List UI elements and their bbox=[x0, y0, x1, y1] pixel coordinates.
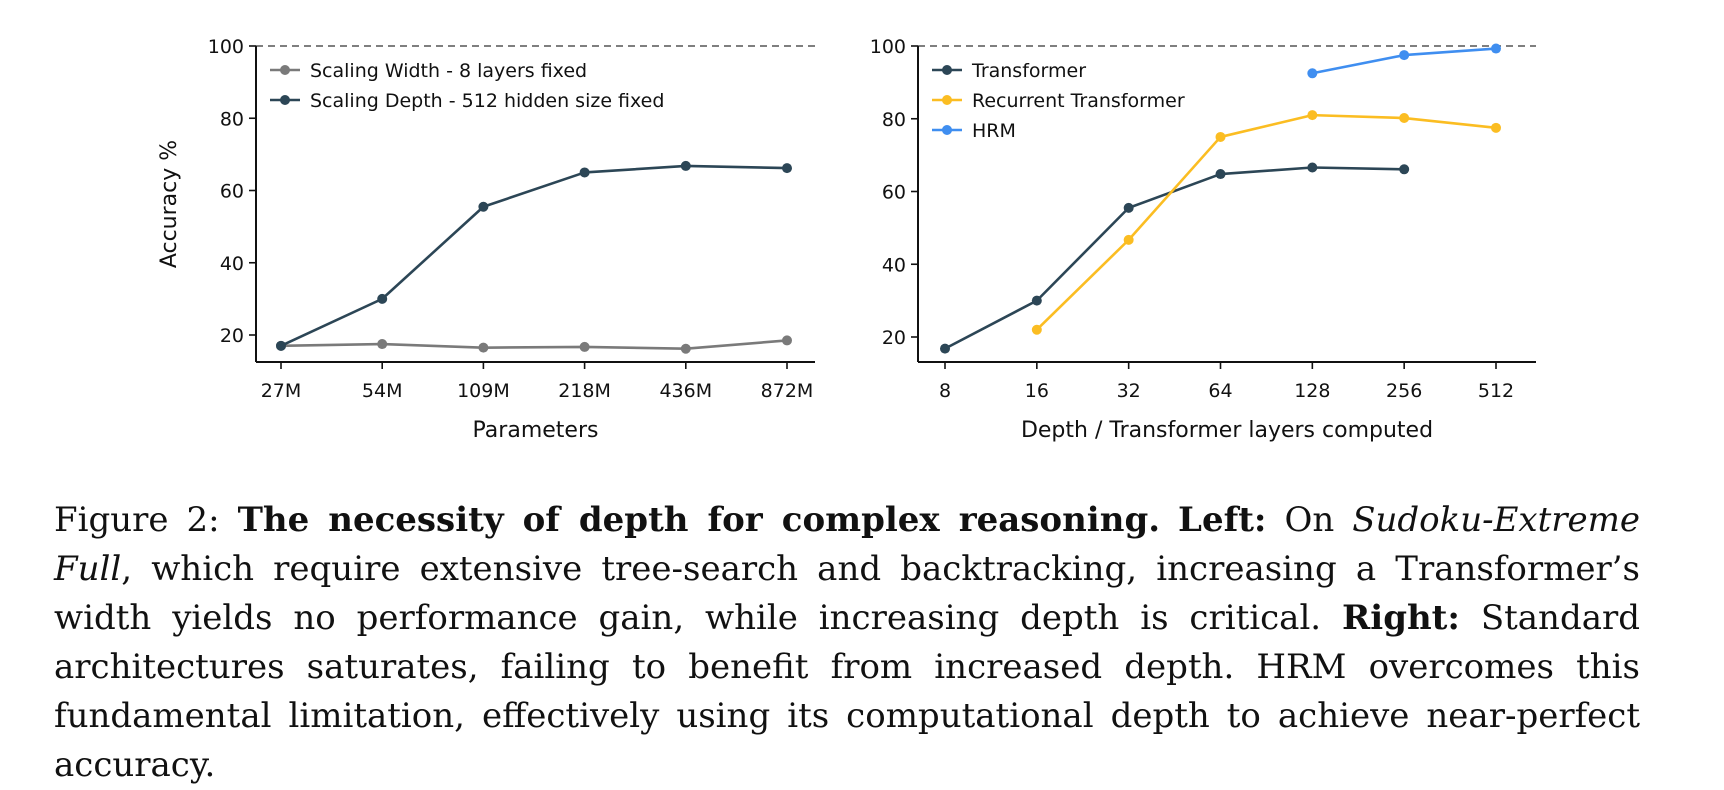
chart-0-y-tick-label: 100 bbox=[208, 36, 244, 58]
chart-1-series-recurrent-transformer-point bbox=[1399, 113, 1410, 124]
chart-0-y-tick-label: 80 bbox=[220, 108, 244, 130]
chart-1-series-transformer-point bbox=[1399, 164, 1410, 175]
chart-0-series-scaling-depth-512-hidden-size-fixed-line bbox=[280, 164, 788, 348]
left-chart-panel: 20 40 60 80 100 27M 54M 109M 218M 436M 872M Paramet… bbox=[157, 36, 815, 443]
chart-0-series-scaling-width-8-layers-fixed-point bbox=[478, 342, 489, 353]
chart-1-y-tick-label: 60 bbox=[882, 182, 906, 204]
chart-1-series-recurrent-transformer-point bbox=[1031, 324, 1042, 335]
figure-2-charts: 20 40 60 80 100 27M 54M 109M 218M 436M 872M Paramet… bbox=[157, 36, 1536, 443]
chart-1-series-recurrent-transformer-point bbox=[1307, 110, 1318, 121]
figure-caption: Figure 2: The necessity of depth for com… bbox=[54, 496, 1640, 790]
chart-0-series-scaling-depth-512-hidden-size-fixed-point bbox=[478, 201, 489, 212]
chart-0-x-tick-label: 27M bbox=[261, 380, 302, 402]
chart-0-x-tick-label: 109M bbox=[457, 380, 510, 402]
chart-1-x-tick-label: 8 bbox=[939, 380, 951, 402]
chart-0-x-tick-label: 218M bbox=[558, 380, 611, 402]
chart-1-series-recurrent-transformer-legend-label: Recurrent Transformer bbox=[972, 90, 1185, 112]
chart-1-series-recurrent-transformer-point bbox=[1123, 234, 1134, 245]
chart-0-series-scaling-depth-512-hidden-size-fixed-legend-label: Scaling Depth - 512 hidden size fixed bbox=[310, 90, 664, 112]
chart-1-y-tick-label: 40 bbox=[882, 254, 906, 276]
chart-0-series-scaling-width-8-layers-fixed-line bbox=[280, 339, 788, 351]
chart-1-x-tick-label: 16 bbox=[1025, 380, 1049, 402]
chart-0-series-scaling-width-8-layers-fixed-point bbox=[782, 335, 792, 346]
chart-0-series-scaling-width-8-layers-fixed-point bbox=[377, 339, 388, 350]
chart-1-series-transformer-legend-label: Transformer bbox=[971, 60, 1086, 82]
chart-0-series-scaling-width-8-layers-fixed-legend-marker bbox=[280, 65, 290, 75]
chart-1-series-recurrent-transformer-line bbox=[1035, 113, 1497, 331]
chart-1-x-tick-label: 128 bbox=[1294, 380, 1330, 402]
chart-1-series-hrm-point bbox=[1307, 68, 1318, 79]
right-chart-panel: 20 40 60 80 100 8 16 32 64 128 256 512 Depth / Trans… bbox=[870, 36, 1536, 443]
chart-0-series-scaling-depth-512-hidden-size-fixed-point bbox=[377, 293, 388, 304]
chart-0-y-axis-label: Accuracy % bbox=[157, 140, 182, 268]
chart-0-x-tick-label: 54M bbox=[362, 380, 403, 402]
chart-0-y-tick-label: 40 bbox=[220, 253, 244, 275]
chart-0-series-scaling-depth-512-hidden-size-fixed-legend-marker bbox=[280, 95, 290, 105]
chart-1-series-hrm-legend-label: HRM bbox=[972, 120, 1016, 142]
chart-1-series-recurrent-transformer-legend-marker bbox=[942, 95, 952, 105]
chart-1-series-transformer-point bbox=[1123, 202, 1134, 213]
chart-0-y-tick-label: 20 bbox=[220, 325, 244, 347]
chart-0-x-tick-label: 436M bbox=[659, 380, 712, 402]
chart-1-x-tick-label: 512 bbox=[1478, 380, 1514, 402]
caption-right-text: Standard architectures saturates, failin… bbox=[54, 598, 1641, 785]
chart-1-series-transformer-point bbox=[1215, 169, 1226, 180]
chart-1-series-transformer-point bbox=[1307, 162, 1318, 173]
chart-1-x-tick-label: 256 bbox=[1386, 380, 1422, 402]
chart-1-series-hrm-point bbox=[1491, 43, 1501, 54]
caption-prefix: Figure 2: bbox=[54, 500, 238, 540]
chart-1-y-tick-label: 20 bbox=[882, 327, 906, 349]
chart-0-series-scaling-depth-512-hidden-size-fixed-point bbox=[782, 163, 792, 174]
chart-1-series-recurrent-transformer-point bbox=[1215, 131, 1226, 142]
chart-1-series-transformer-point bbox=[1031, 295, 1042, 306]
chart-1-y-tick-label: 100 bbox=[870, 36, 906, 58]
chart-0-series-scaling-depth-512-hidden-size-fixed-point bbox=[579, 167, 590, 178]
caption-left-text-1: On bbox=[1266, 500, 1353, 540]
chart-1-series-recurrent-transformer-point bbox=[1491, 122, 1501, 133]
caption-left-text-2: , which require extensive tree-search an… bbox=[54, 549, 1640, 638]
chart-0-series-scaling-width-8-layers-fixed-point bbox=[579, 341, 590, 352]
chart-1-series-transformer-legend-marker bbox=[942, 65, 952, 75]
chart-0-series-scaling-depth-512-hidden-size-fixed-point bbox=[276, 340, 286, 351]
chart-0-x-tick-label: 872M bbox=[761, 380, 814, 402]
chart-1-x-axis-label: Depth / Transformer layers computed bbox=[1021, 418, 1433, 443]
chart-1-series-transformer-line bbox=[944, 166, 1405, 350]
chart-1-y-tick-label: 80 bbox=[882, 109, 906, 131]
chart-1-x-tick-label: 32 bbox=[1117, 380, 1141, 402]
caption-right-label: Right: bbox=[1342, 598, 1460, 638]
chart-1-series-hrm-point bbox=[1399, 50, 1410, 61]
chart-1-x-tick-label: 64 bbox=[1208, 380, 1232, 402]
chart-1-series-transformer-point bbox=[940, 343, 950, 354]
chart-0-series-scaling-depth-512-hidden-size-fixed-point bbox=[680, 160, 691, 171]
caption-dataset-name: Sudoku-Extreme Full bbox=[54, 500, 1641, 589]
caption-title: The necessity of depth for complex reaso… bbox=[237, 500, 1161, 540]
chart-1-series-hrm-legend-marker bbox=[942, 125, 952, 135]
chart-0-series-scaling-width-8-layers-fixed-point bbox=[680, 343, 691, 354]
chart-0-x-axis-label: Parameters bbox=[473, 418, 599, 443]
chart-0-series-scaling-width-8-layers-fixed-legend-label: Scaling Width - 8 layers fixed bbox=[310, 60, 587, 82]
caption-left-label: Left: bbox=[1178, 500, 1267, 540]
chart-0-y-tick-label: 60 bbox=[220, 181, 244, 203]
